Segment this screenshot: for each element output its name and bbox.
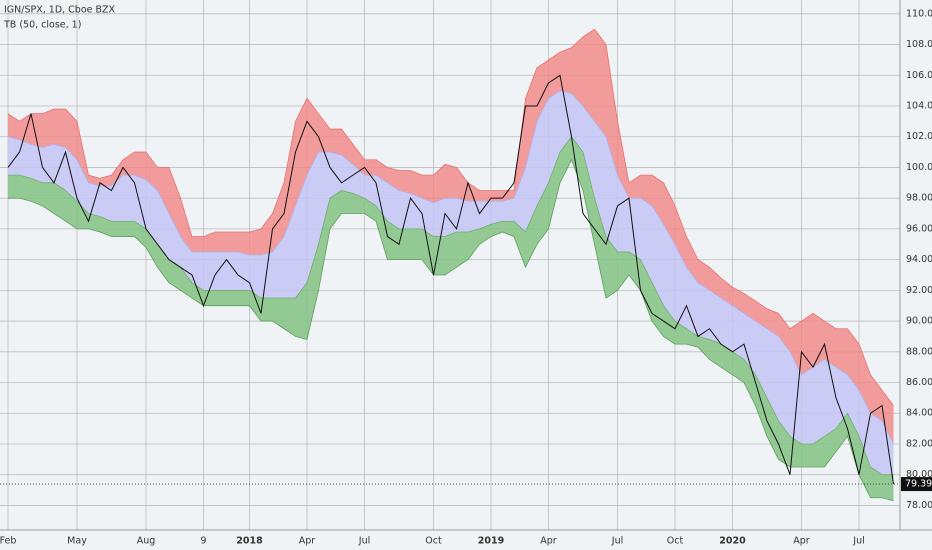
x-tick-label: 9 <box>200 536 206 547</box>
x-tick-label: 2020 <box>719 536 746 547</box>
y-tick-label: 86.00 <box>906 377 932 388</box>
band-line <box>8 158 894 502</box>
band-fill <box>8 29 894 444</box>
y-tick-label: 92.00 <box>906 285 932 296</box>
last-price-box <box>901 477 932 492</box>
y-tick-label: 96.00 <box>906 223 932 234</box>
labels: 78.00 80.00 82.00 84.00 86.00 88.00 90.00 92.00… <box>0 8 932 547</box>
y-tick-label: 82.00 <box>906 438 932 449</box>
band-fill <box>8 136 894 501</box>
x-tick-label: May <box>67 536 87 547</box>
last-price-label: 79.39 <box>905 479 932 490</box>
x-tick-label: Feb <box>0 536 16 547</box>
y-tick-label: 106.00 <box>906 70 932 81</box>
x-tick-label: Apr <box>299 536 316 547</box>
x-tick-label: Apr <box>540 536 557 547</box>
y-tick-label: 94.00 <box>906 254 932 265</box>
y-tick-label: 108.00 <box>906 39 932 50</box>
y-tick-label: 80.00 <box>906 469 932 480</box>
x-tick-label: 2018 <box>236 536 263 547</box>
y-tick-label: 110.00 <box>906 8 932 19</box>
chart-title: IGN/SPX, 1D, Cboe BZX <box>4 5 116 16</box>
band-line <box>7 28 894 406</box>
y-tick-label: 104.00 <box>906 101 932 112</box>
x-tick-label: Jul <box>852 536 864 547</box>
x-tick-label: Jul <box>358 536 370 547</box>
band-fill <box>8 90 894 475</box>
y-tick-label: 98.00 <box>906 193 932 204</box>
indicator-label: TB (50, close, 1) <box>3 20 81 31</box>
bands <box>8 29 894 501</box>
x-tick-label: 2019 <box>478 536 504 547</box>
y-tick-label: 90.00 <box>906 316 932 327</box>
y-tick-label: 84.00 <box>906 408 932 419</box>
y-tick-label: 88.00 <box>906 346 932 357</box>
y-tick-label: 100.00 <box>906 162 932 173</box>
x-tick-label: Jul <box>611 536 623 547</box>
x-tick-label: Aug <box>137 536 156 547</box>
price-line <box>7 74 894 485</box>
band-line <box>7 90 894 445</box>
x-tick-label: Apr <box>793 536 810 547</box>
y-tick-label: 78.00 <box>906 500 932 511</box>
lines <box>7 28 894 502</box>
x-tick-label: Oct <box>425 536 442 547</box>
y-tick-label: 102.00 <box>906 131 932 142</box>
x-tick-label: Oct <box>667 536 684 547</box>
